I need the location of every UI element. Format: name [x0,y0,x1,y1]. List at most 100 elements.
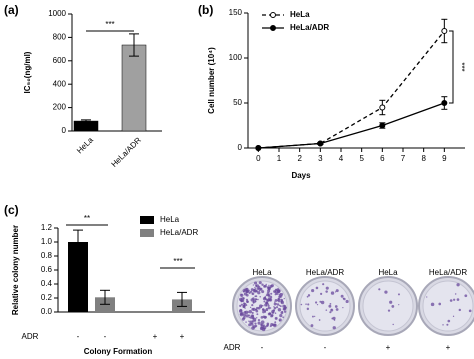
colony [279,314,283,318]
colony [312,315,314,318]
colony [257,298,259,301]
colony [261,327,266,332]
colony [273,302,277,306]
photo-condition: - [261,343,264,352]
y-tick-label: 50 [233,98,242,107]
y-tick-label: 1000 [48,9,66,18]
colony [267,306,271,310]
y-tick-label: 0 [62,126,67,135]
colony [345,299,349,304]
colony [306,307,310,311]
colony [268,298,272,301]
colony [248,323,252,327]
legend-label: HeLa/ADR [160,228,198,237]
colony [274,316,278,320]
colony [252,297,255,300]
colony [278,318,282,322]
colony [464,294,468,298]
colony [262,310,265,314]
colony [257,321,261,325]
colony [243,311,247,314]
y-tick-label: 1.2 [41,223,53,232]
data-point [441,100,448,106]
colony [454,293,457,295]
y-tick-label: 0 [238,143,243,152]
colony [254,322,257,325]
colony [254,295,257,298]
colony [249,306,252,309]
colony [274,301,276,303]
colony [254,324,258,328]
panel-label: (c) [4,203,19,217]
y-axis-label: Relative colony number [11,225,20,315]
colony [342,307,344,309]
colony [387,309,391,312]
colony [251,311,254,315]
colony [314,315,316,318]
legend-marker [270,25,276,31]
legend-label: HeLa [160,215,180,224]
colony [269,312,272,315]
legend-swatch [140,216,154,224]
colony [254,286,256,289]
y-tick-label: 600 [53,56,67,65]
colony [322,283,325,286]
dish-inner [299,280,351,332]
colony [254,287,256,290]
colony [250,288,254,292]
colony [261,308,265,311]
colony [254,319,257,322]
colony [246,300,249,303]
legend-label: HeLa/ADR [290,23,329,32]
colony [240,293,243,296]
x-tick-label: 7 [401,154,406,163]
legend-marker [270,12,276,18]
colony [314,301,318,304]
colony [277,287,279,290]
photo-label: HeLa/ADR [429,268,467,277]
colony [332,316,336,320]
colony [274,321,277,324]
colony [255,308,258,311]
colony [452,315,455,317]
colony [328,304,332,308]
colony [259,287,262,291]
colony [240,303,244,306]
colony [247,311,250,313]
y-tick-label: 0.8 [41,251,53,260]
y-tick-label: 200 [53,103,67,112]
colony [300,303,303,306]
x-tick-label: 3 [318,154,323,163]
colony [267,297,270,300]
colony [273,306,277,310]
colony [249,320,253,324]
colony [260,306,262,309]
legend-swatch [140,229,154,237]
colony [310,324,314,327]
colony [273,309,275,311]
colony [397,293,400,296]
colony [245,314,249,318]
colony [252,307,256,311]
colony [246,291,248,293]
colony [378,288,381,291]
colony [242,302,246,305]
x-axis-label: Days [291,171,311,180]
x-tick-label: 5 [359,154,364,163]
colony [242,297,245,300]
colony [260,315,264,319]
colony [330,309,333,311]
y-axis-label: Cell number (10⁴) [207,47,216,114]
colony [258,281,262,285]
x-tick-label: 2 [297,154,302,163]
colony [277,308,282,312]
colony [306,295,309,298]
colony [253,288,256,291]
colony [238,309,243,313]
colony [267,304,270,307]
colony [389,300,393,304]
colony [319,300,322,303]
colony [280,300,285,305]
y-tick-label: 0.0 [41,307,53,316]
colony [257,319,261,322]
